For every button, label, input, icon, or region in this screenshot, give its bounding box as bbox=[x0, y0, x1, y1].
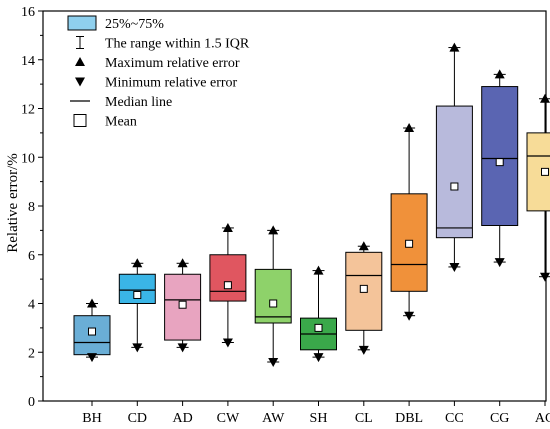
x-tick-label: CC bbox=[445, 411, 464, 426]
iqr-box bbox=[118, 273, 156, 304]
mean-marker bbox=[450, 182, 459, 191]
max-marker bbox=[449, 42, 460, 52]
max-marker bbox=[177, 258, 188, 268]
x-tick-label: AW bbox=[262, 411, 285, 426]
legend-label: 25%~75% bbox=[105, 17, 164, 32]
mean-marker bbox=[405, 239, 414, 248]
x-tick-label: SH bbox=[310, 411, 328, 426]
legend-label: Minimum relative error bbox=[105, 76, 238, 91]
iqr-box bbox=[209, 254, 247, 302]
legend-box-swatch bbox=[67, 15, 97, 31]
mean-marker bbox=[223, 281, 232, 290]
y-tick-label: 0 bbox=[28, 395, 35, 410]
max-marker bbox=[132, 258, 143, 268]
legend-item: 25%~75% bbox=[67, 15, 164, 32]
mean-marker bbox=[359, 284, 368, 293]
max-marker bbox=[222, 222, 233, 232]
x-tick-label: DBL bbox=[395, 411, 423, 426]
mean-marker bbox=[133, 290, 142, 299]
y-axis: 0 2 4 6 8 10 12 14 16 bbox=[21, 5, 43, 410]
min-marker bbox=[494, 258, 505, 268]
mean-marker bbox=[541, 167, 549, 176]
box-dbl bbox=[390, 123, 428, 321]
legend-item: Minimum relative error bbox=[75, 76, 238, 91]
legend-max-swatch bbox=[75, 57, 85, 66]
x-tick-label: CG bbox=[490, 411, 509, 426]
x-tick-label: CW bbox=[217, 411, 240, 426]
box-cg bbox=[481, 69, 519, 268]
legend-label: Maximum relative error bbox=[105, 56, 240, 71]
y-tick-label: 4 bbox=[28, 298, 35, 313]
min-marker bbox=[540, 272, 550, 282]
box-aw bbox=[254, 225, 292, 367]
iqr-box bbox=[254, 268, 292, 324]
max-marker bbox=[268, 225, 279, 235]
min-marker bbox=[358, 345, 369, 355]
iqr-box bbox=[526, 132, 550, 212]
iqr-box bbox=[435, 105, 473, 239]
mean-marker bbox=[88, 327, 96, 336]
x-tick-label: AD bbox=[172, 411, 192, 426]
legend-label: Median line bbox=[105, 95, 172, 110]
y-tick-label: 10 bbox=[21, 151, 35, 166]
max-marker bbox=[358, 241, 369, 251]
x-axis: BH CD AD CW AW SH CL DBL CC CG AG bbox=[82, 401, 550, 426]
max-marker bbox=[494, 69, 505, 79]
legend-item: Median line bbox=[70, 95, 172, 110]
legend-label: The range within 1.5 IQR bbox=[105, 37, 250, 52]
y-tick-label: 8 bbox=[28, 200, 35, 215]
y-tick-label: 6 bbox=[28, 249, 35, 264]
y-axis-label: Relative error/% bbox=[5, 153, 21, 253]
min-marker bbox=[449, 262, 460, 272]
legend-mean-swatch bbox=[73, 114, 87, 127]
box-bh bbox=[73, 298, 111, 363]
min-marker bbox=[132, 343, 143, 353]
iqr-box bbox=[481, 86, 519, 226]
legend: 25%~75% The range within 1.5 IQR Maximum r… bbox=[67, 15, 250, 130]
box-ad bbox=[164, 258, 202, 353]
min-marker bbox=[222, 338, 233, 348]
legend-min-swatch bbox=[75, 77, 85, 87]
max-marker bbox=[404, 123, 415, 132]
y-tick-label: 14 bbox=[21, 54, 35, 69]
box-sh bbox=[300, 265, 337, 363]
max-marker bbox=[540, 93, 550, 103]
mean-marker bbox=[314, 323, 323, 332]
max-marker bbox=[87, 298, 97, 308]
box-cl bbox=[345, 241, 383, 355]
box-cc bbox=[435, 42, 473, 272]
min-marker bbox=[177, 343, 188, 353]
max-marker bbox=[313, 265, 324, 275]
legend-item: The range within 1.5 IQR bbox=[76, 36, 250, 52]
min-marker bbox=[313, 353, 324, 363]
y-tick-label: 16 bbox=[21, 5, 35, 20]
mean-marker bbox=[495, 158, 504, 167]
box-cw bbox=[209, 222, 247, 348]
legend-label: Mean bbox=[105, 115, 137, 130]
box-cd bbox=[118, 258, 156, 353]
legend-item: Mean bbox=[73, 114, 137, 130]
y-tick-label: 2 bbox=[28, 346, 35, 361]
x-tick-label: AG bbox=[535, 411, 550, 426]
y-tick-label: 12 bbox=[21, 103, 35, 118]
x-tick-label: BH bbox=[82, 411, 101, 426]
box-ag bbox=[526, 93, 550, 282]
mean-marker bbox=[178, 300, 187, 309]
x-tick-label: CL bbox=[355, 411, 373, 426]
min-marker bbox=[87, 353, 97, 363]
min-marker bbox=[268, 358, 279, 367]
legend-item: Maximum relative error bbox=[75, 56, 240, 71]
min-marker bbox=[404, 311, 415, 321]
box-series bbox=[73, 42, 550, 367]
mean-marker bbox=[269, 299, 278, 308]
x-tick-label: CD bbox=[128, 411, 147, 426]
